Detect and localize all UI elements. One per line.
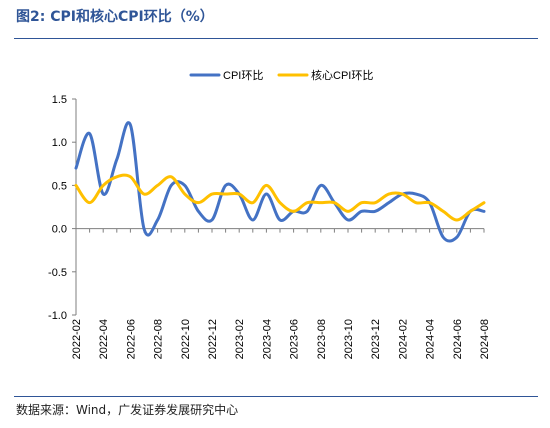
x-tick-label: 2024-08 [479,319,491,359]
source-note: 数据来源：Wind，广发证券发展研究中心 [16,403,239,417]
legend-label-1: CPI环比 [223,69,263,82]
x-tick-label: 2022-04 [98,319,110,359]
footer-divider [14,396,538,397]
x-tick-label: 2023-02 [234,319,246,359]
legend-label-2: 核心CPI环比 [311,68,373,82]
x-tick-label: 2022-08 [153,319,165,359]
x-tick-label: 2022-12 [207,319,219,359]
x-tick-label: 2023-08 [316,319,328,359]
x-tick-label: 2022-10 [180,319,192,359]
x-tick-label: 2022-06 [125,319,137,359]
figure-title: 图2: CPI和核心CPI环比（%） [16,9,214,25]
series-line-1 [74,121,486,243]
x-tick-label: 2024-02 [397,319,409,359]
y-tick-label: 0.5 [52,180,67,192]
title-divider [14,38,538,39]
x-tick-label: 2023-12 [370,319,382,359]
y-tick-label: -0.5 [48,267,67,279]
y-tick-label: 1.5 [52,94,67,106]
line-chart: 1.5 1.0 0.5 0.0 -0.5 -1.0 2022-02 2022-04 2022-0… [48,68,491,359]
x-tick-label: 2024-04 [425,319,437,359]
x-tick-label: 2023-06 [289,319,301,359]
y-tick-label: 0.0 [52,224,67,236]
y-tick-label: -1.0 [48,310,67,322]
x-tick-label: 2023-10 [343,319,355,359]
y-tick-label: 1.0 [52,137,67,149]
x-tick-label: 2022-02 [71,319,83,359]
x-tick-label: 2023-04 [261,319,273,359]
x-tick-label: 2024-06 [452,319,464,359]
series-line-2 [74,173,486,222]
